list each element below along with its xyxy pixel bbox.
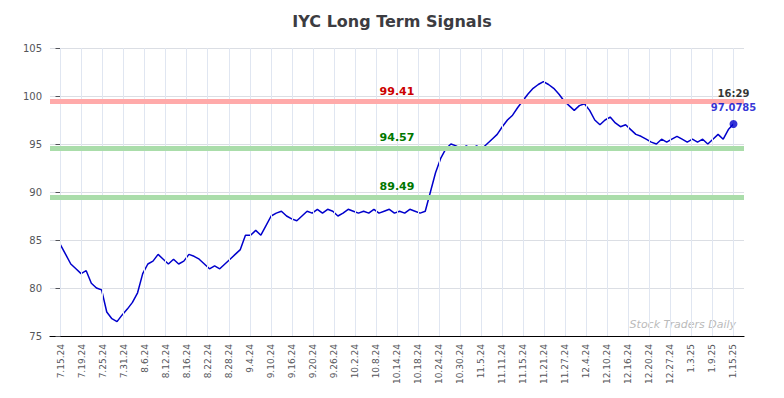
svg-text:7.19.24: 7.19.24 <box>77 344 87 379</box>
svg-text:8.6.24: 8.6.24 <box>140 344 150 373</box>
svg-text:80: 80 <box>29 283 42 294</box>
svg-text:12.20.24: 12.20.24 <box>644 344 654 384</box>
svg-text:11.27.24: 11.27.24 <box>560 344 570 384</box>
svg-text:11.15.24: 11.15.24 <box>518 344 528 384</box>
svg-text:9.26.24: 9.26.24 <box>329 344 339 379</box>
svg-text:Stock Traders Daily: Stock Traders Daily <box>630 318 737 331</box>
svg-text:100: 100 <box>23 91 42 102</box>
svg-text:89.49: 89.49 <box>380 180 415 193</box>
svg-text:1.3.25: 1.3.25 <box>686 344 696 373</box>
svg-text:7.15.24: 7.15.24 <box>56 344 66 379</box>
svg-text:85: 85 <box>29 235 42 246</box>
svg-text:12.27.24: 12.27.24 <box>665 344 675 384</box>
svg-text:8.16.24: 8.16.24 <box>182 344 192 379</box>
svg-text:90: 90 <box>29 187 42 198</box>
svg-text:95: 95 <box>29 139 42 150</box>
svg-text:10.2.24: 10.2.24 <box>350 344 360 379</box>
svg-text:9.4.24: 9.4.24 <box>245 344 255 373</box>
svg-text:8.28.24: 8.28.24 <box>224 344 234 379</box>
svg-text:10.18.24: 10.18.24 <box>413 344 423 384</box>
svg-text:1.9.25: 1.9.25 <box>707 344 717 373</box>
svg-text:75: 75 <box>29 331 42 342</box>
svg-text:10.14.24: 10.14.24 <box>392 344 402 384</box>
svg-text:10.30.24: 10.30.24 <box>455 344 465 384</box>
svg-text:10.24.24: 10.24.24 <box>434 344 444 384</box>
svg-text:94.57: 94.57 <box>380 131 415 144</box>
svg-text:105: 105 <box>23 43 42 54</box>
svg-text:1.15.25: 1.15.25 <box>728 344 738 378</box>
svg-text:12.4.24: 12.4.24 <box>581 344 591 379</box>
svg-text:7.25.24: 7.25.24 <box>98 344 108 379</box>
svg-text:IYC Long Term Signals: IYC Long Term Signals <box>292 12 491 31</box>
svg-text:8.22.24: 8.22.24 <box>203 344 213 379</box>
svg-text:11.5.24: 11.5.24 <box>476 344 486 379</box>
svg-text:97.0785: 97.0785 <box>711 102 757 113</box>
svg-text:9.10.24: 9.10.24 <box>266 344 276 379</box>
svg-text:9.20.24: 9.20.24 <box>308 344 318 379</box>
svg-text:16:29: 16:29 <box>718 88 750 99</box>
svg-text:99.41: 99.41 <box>380 85 415 98</box>
svg-text:12.16.24: 12.16.24 <box>623 344 633 384</box>
svg-text:10.8.24: 10.8.24 <box>371 344 381 379</box>
svg-text:12.10.24: 12.10.24 <box>602 344 612 384</box>
svg-text:7.31.24: 7.31.24 <box>119 344 129 379</box>
svg-text:11.21.24: 11.21.24 <box>539 344 549 384</box>
svg-text:9.16.24: 9.16.24 <box>287 344 297 379</box>
svg-text:11.11.24: 11.11.24 <box>497 344 507 384</box>
svg-text:8.12.24: 8.12.24 <box>161 344 171 379</box>
